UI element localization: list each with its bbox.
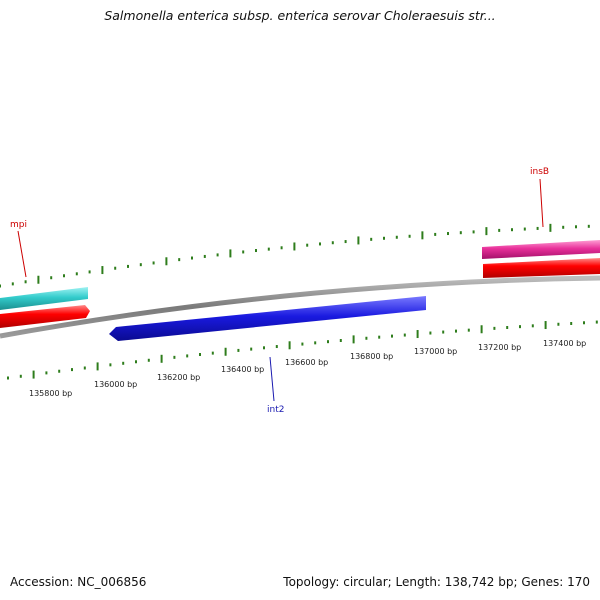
- ruler-label: 137400 bp: [543, 339, 586, 348]
- ruler-label: 136000 bp: [94, 380, 137, 389]
- gene-label-insB: insB: [530, 167, 549, 177]
- gene-int2-leader: [269, 356, 275, 402]
- gene-insB-bar: [482, 240, 600, 259]
- gene-mpi-leader: [17, 230, 27, 278]
- ruler-label: 136600 bp: [285, 358, 328, 367]
- topology-summary: Topology: circular; Length: 138,742 bp; …: [283, 575, 590, 589]
- genome-backbone: [0, 275, 600, 339]
- orf-track-left: [0, 305, 90, 328]
- outer-tick-row: [0, 223, 590, 288]
- ruler-label: 136800 bp: [350, 352, 393, 361]
- gene-label-int2: int2: [267, 405, 284, 415]
- gene-label-mpi: mpi: [10, 220, 27, 230]
- inner-tick-row: [7, 320, 598, 380]
- orf-track-right: [483, 258, 600, 278]
- ruler-label: 136200 bp: [157, 373, 200, 382]
- ruler-label: 135800 bp: [29, 389, 72, 398]
- gene-insB-leader: [539, 178, 544, 228]
- map-title: Salmonella enterica subsp. enterica sero…: [104, 8, 496, 23]
- ruler-label: 137000 bp: [414, 347, 457, 356]
- ruler-label: 137200 bp: [478, 343, 521, 352]
- accession-text: Accession: NC_006856: [10, 575, 147, 589]
- gene-mpi-bar: [0, 287, 88, 310]
- gene-int2-bar: [109, 296, 426, 341]
- ruler-label: 136400 bp: [221, 365, 264, 374]
